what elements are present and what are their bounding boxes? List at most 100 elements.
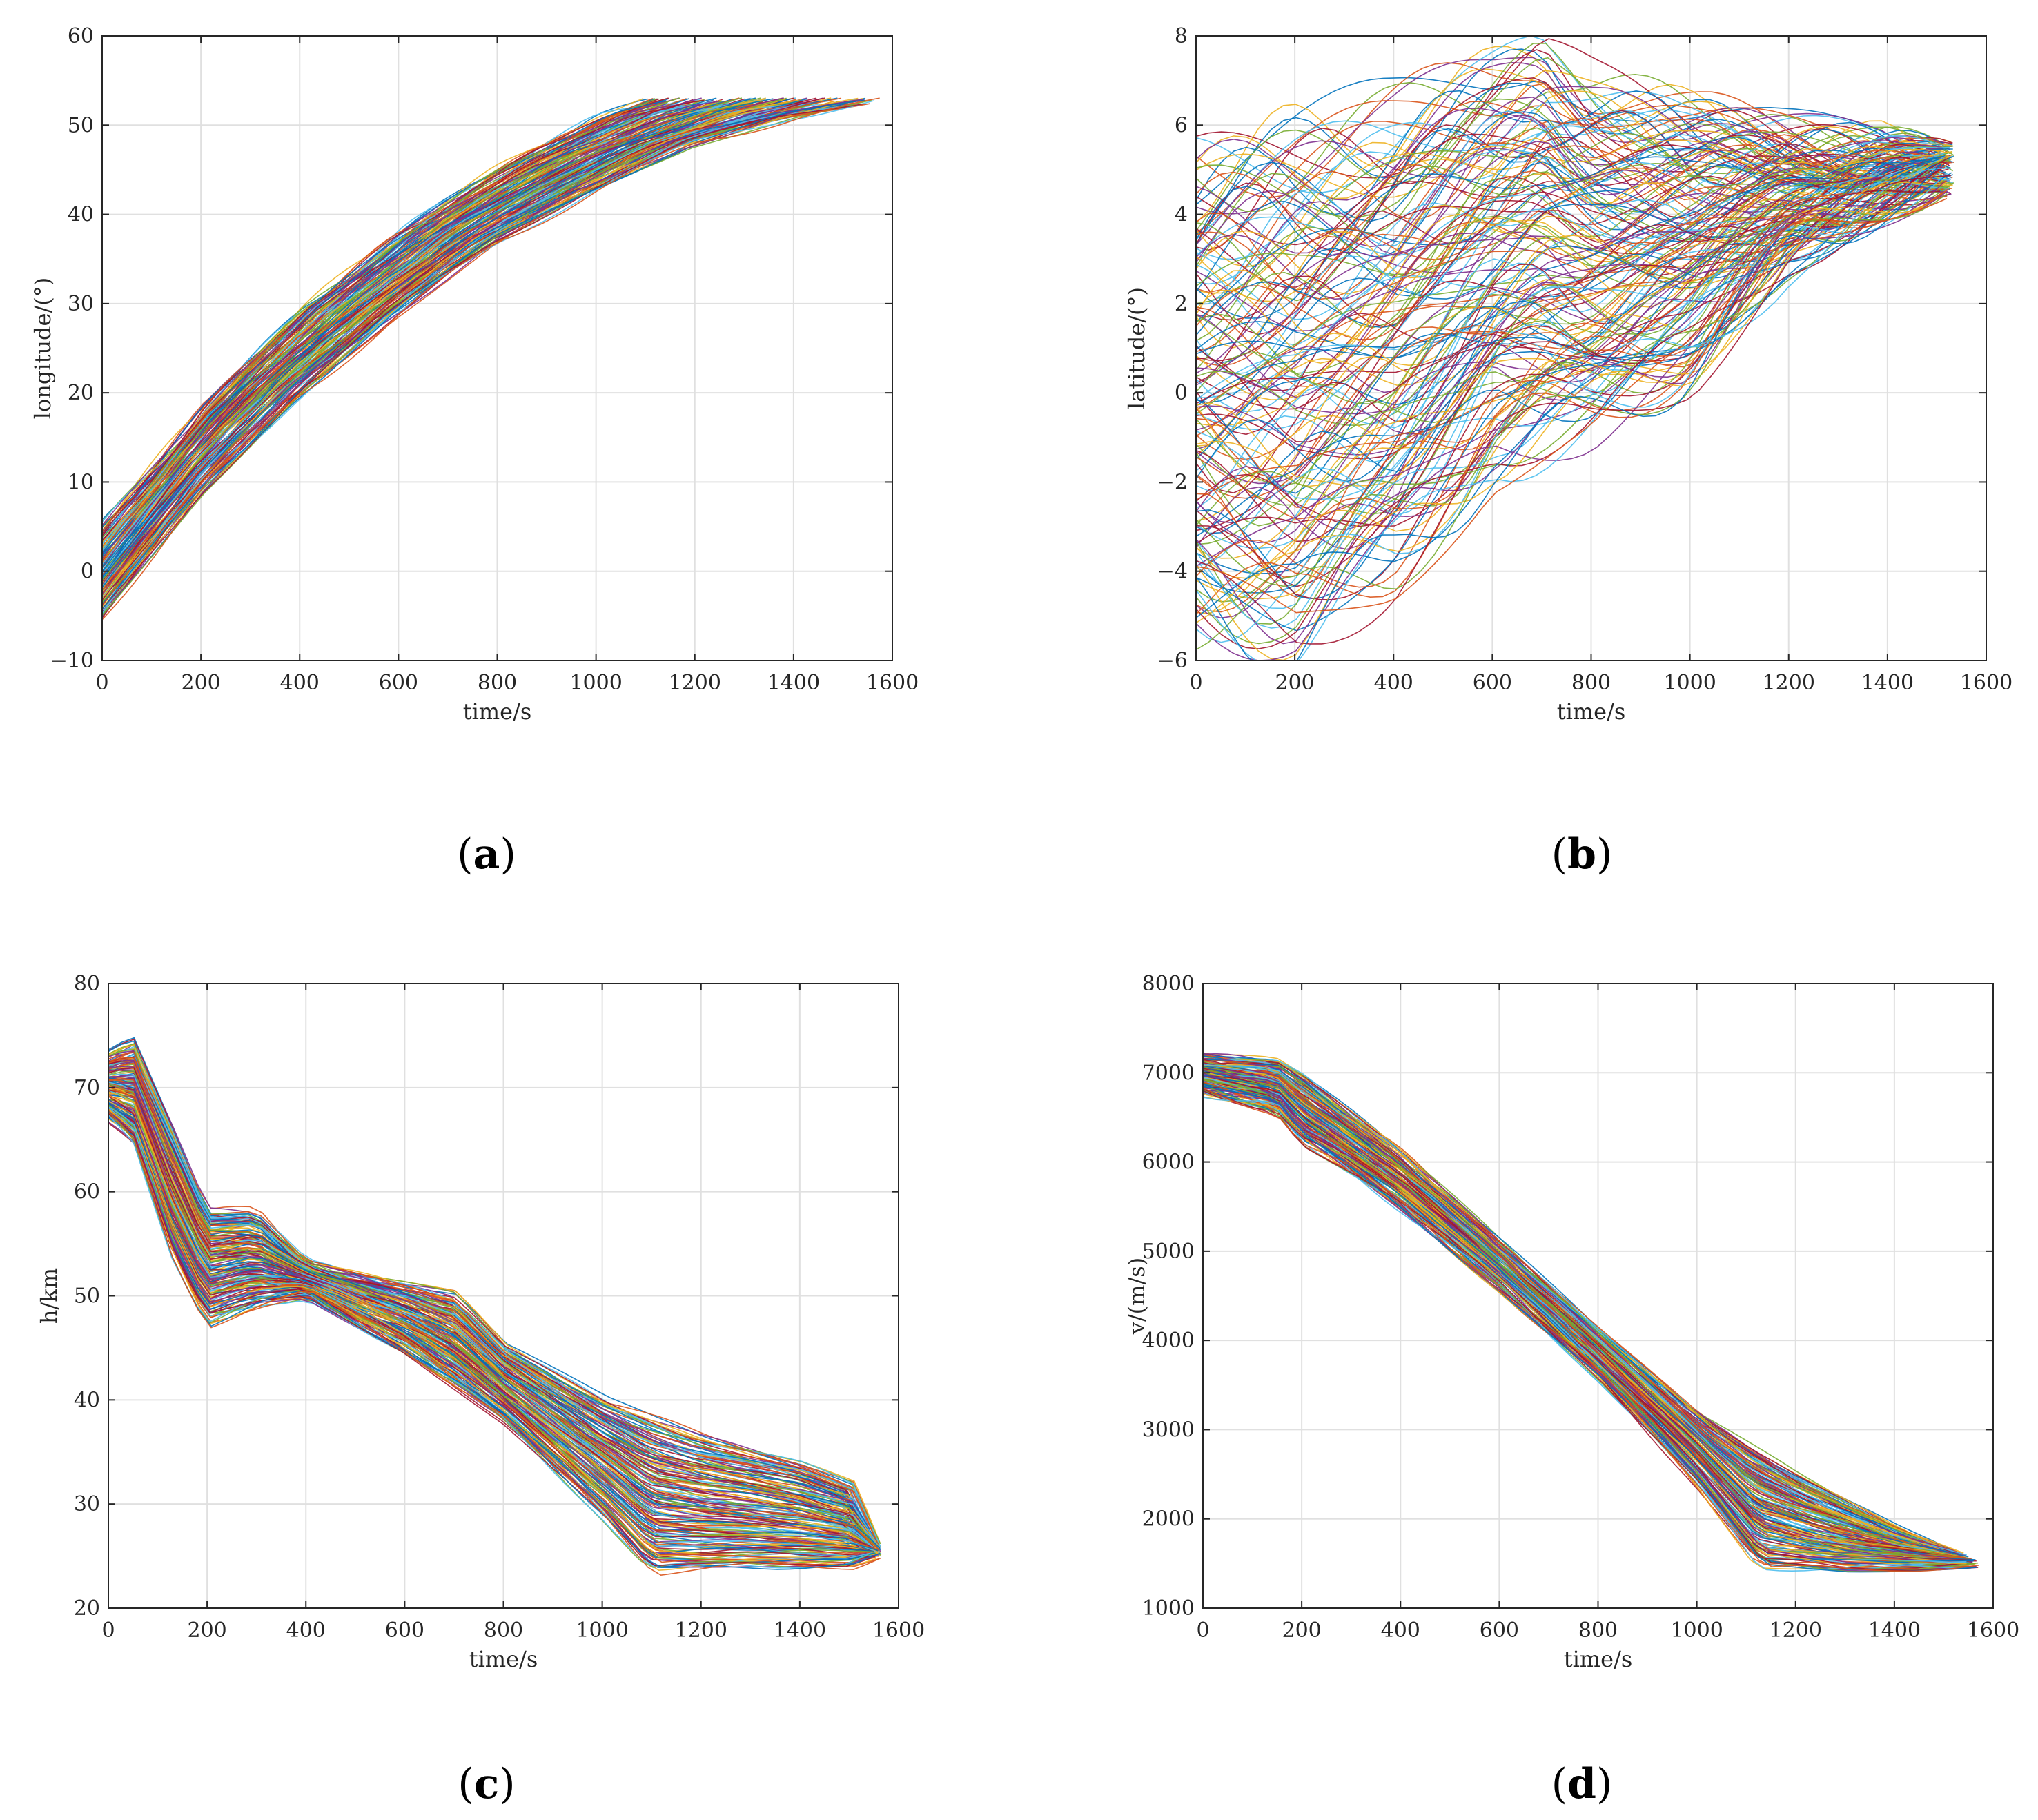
trajectory-series-b: [1196, 36, 1954, 661]
trajectory-line: [1203, 1081, 1969, 1570]
trajectory-line: [1196, 149, 1940, 336]
x-tick-label: 1600: [872, 1618, 925, 1643]
y-tick-label: 2000: [1142, 1507, 1195, 1532]
trajectory-line: [1196, 155, 1954, 600]
trajectory-line: [1196, 179, 1945, 545]
y-tick-label: −6: [1157, 649, 1188, 673]
trajectory-line: [1203, 1077, 1964, 1562]
y-tick-label: 2: [1175, 292, 1188, 316]
caption-c: (c): [458, 1760, 515, 1808]
trajectory-line: [1196, 83, 1941, 293]
y-tick-label: 30: [68, 292, 94, 316]
trajectory-line: [108, 1092, 880, 1552]
trajectory-line: [1196, 197, 1948, 614]
x-tick-label: 800: [1571, 671, 1611, 695]
trajectory-line: [1196, 38, 1952, 179]
trajectory-line: [1196, 155, 1946, 594]
y-tick-label: 50: [74, 1284, 100, 1309]
trajectory-line: [1196, 156, 1941, 471]
y-tick-label: 40: [74, 1388, 100, 1412]
x-tick-label: 1000: [1663, 671, 1716, 695]
x-tick-label: 1200: [1763, 671, 1815, 695]
trajectory-line: [108, 1113, 872, 1567]
trajectory-line: [102, 103, 852, 613]
y-tick-label: −2: [1157, 470, 1188, 494]
y-tick-label: 0: [1175, 381, 1188, 405]
trajectory-line: [1196, 182, 1943, 645]
trajectory-line: [102, 99, 865, 610]
trajectory-line: [1196, 155, 1953, 567]
trajectory-line: [108, 1111, 880, 1576]
trajectory-line: [1196, 152, 1947, 431]
y-tick-label: 6000: [1142, 1151, 1195, 1175]
x-tick-label: 0: [1189, 671, 1202, 695]
panel-b-latitude: 0 200 400 600 800 1000 1200 1400 1600 −6 −4 −2 0 2 4 6 8…: [1124, 24, 2012, 725]
x-tick-label: 200: [1275, 671, 1314, 695]
trajectory-line: [1196, 180, 1946, 485]
trajectory-line: [1196, 161, 1952, 587]
y-axis-label: v/(m/s): [1124, 1258, 1150, 1335]
trajectory-line: [1196, 169, 1948, 447]
trajectory-line: [108, 1115, 879, 1557]
y-tick-label: 7000: [1142, 1061, 1195, 1085]
x-tick-label: 1400: [1861, 671, 1914, 695]
trajectory-line: [1196, 161, 1948, 401]
y-tick-label: −10: [50, 649, 94, 673]
x-tick-label: 0: [101, 1618, 115, 1643]
y-tick-label: 3000: [1142, 1418, 1195, 1442]
trajectory-line: [1196, 140, 1953, 332]
trajectory-line: [1203, 1079, 1963, 1563]
x-tick-label: 1600: [866, 671, 919, 695]
trajectory-line: [1196, 175, 1951, 645]
trajectory-line: [1196, 164, 1941, 661]
y-tick-label: 4000: [1142, 1329, 1195, 1353]
y-axis-label: longitude/(°): [30, 277, 56, 419]
x-tick-label: 200: [187, 1618, 226, 1643]
y-tick-label: 10: [68, 470, 94, 494]
x-tick-label: 600: [379, 671, 418, 695]
trajectory-line: [1196, 142, 1951, 364]
trajectory-line: [102, 99, 820, 591]
trajectory-line: [102, 97, 880, 620]
trajectory-line: [108, 1108, 877, 1557]
y-tick-label: 6: [1175, 113, 1188, 137]
x-tick-label: 400: [286, 1618, 326, 1643]
x-tick-label: 800: [484, 1618, 523, 1643]
trajectory-series-d: [1203, 1052, 1979, 1573]
x-tick-label: 1400: [1868, 1618, 1921, 1643]
y-tick-label: 50: [68, 113, 94, 137]
trajectory-line: [1196, 156, 1946, 609]
x-tick-label: 0: [1196, 1618, 1209, 1643]
x-tick-label: 600: [1480, 1618, 1519, 1643]
x-tick-label: 1400: [767, 671, 820, 695]
trajectory-line: [102, 99, 872, 616]
trajectory-line: [1196, 173, 1946, 643]
trajectory-line: [1196, 90, 1952, 268]
trajectory-line: [1196, 57, 1950, 218]
x-tick-label: 400: [1381, 1618, 1420, 1643]
x-tick-label: 1200: [675, 1618, 727, 1643]
y-tick-label: 20: [74, 1596, 100, 1621]
trajectory-line: [1196, 154, 1941, 460]
trajectory-line: [1196, 190, 1941, 600]
x-axis-label: time/s: [469, 1646, 538, 1672]
x-axis-label: time/s: [463, 698, 532, 725]
trajectory-line: [1196, 167, 1951, 661]
caption-b: (b): [1551, 830, 1613, 879]
x-tick-label: 400: [280, 671, 320, 695]
trajectory-line: [1196, 168, 1941, 545]
y-tick-label: 4: [1175, 203, 1188, 227]
x-tick-label: 1000: [576, 1618, 628, 1643]
trajectory-line: [1196, 188, 1952, 501]
panel-a-longitude: 0 200 400 600 800 1000 1200 1400 1600−1001020304…: [30, 24, 919, 725]
x-axis-label: time/s: [1557, 698, 1626, 725]
x-tick-label: 1600: [1960, 671, 2012, 695]
trajectory-line: [1203, 1064, 1965, 1560]
y-tick-label: 70: [74, 1076, 100, 1100]
trajectory-line: [108, 1110, 881, 1570]
trajectory-line: [1196, 77, 1946, 206]
x-tick-label: 1000: [569, 671, 622, 695]
panel-c-altitude: 0 200 400 600 800 1000 1200 1400 1600 20 30 40 50 60 7…: [36, 972, 925, 1672]
y-axis-label: latitude/(°): [1124, 287, 1150, 409]
